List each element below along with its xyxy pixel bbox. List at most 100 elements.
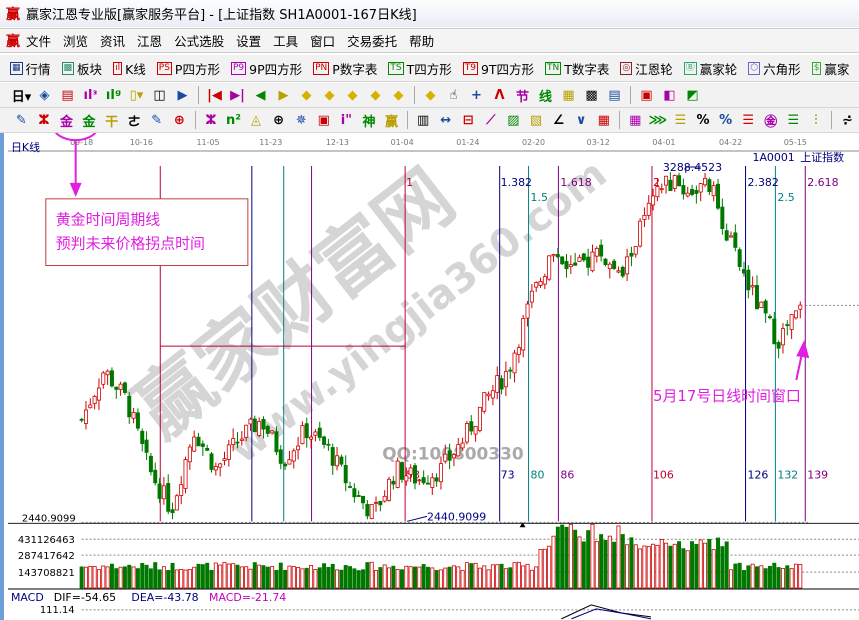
toolbar2-icon-2[interactable]: ▤: [61, 87, 74, 103]
toolbar-button-6[interactable]: TS T四方形: [388, 59, 452, 78]
toolbar3-icon-6[interactable]: ✎: [151, 112, 163, 128]
toolbar2-icon-9[interactable]: ▶|: [230, 87, 245, 103]
menu-item-2[interactable]: 资讯: [100, 34, 126, 49]
menu-item-8[interactable]: 交易委托: [347, 34, 398, 49]
toolbar-button-10[interactable]: Ⓑ 赢家轮: [683, 59, 737, 78]
toolbar-button-5[interactable]: PN P数字表: [313, 59, 377, 78]
toolbar-button-0[interactable]: ▦ 行情: [10, 59, 51, 78]
toolbar3-icon-4[interactable]: 干: [105, 114, 119, 130]
toolbar3-icon-15[interactable]: 神: [362, 114, 376, 130]
toolbar3-icon-19[interactable]: ⊟: [462, 112, 474, 128]
toolbar3-icon-26[interactable]: ▦: [629, 112, 642, 128]
toolbar2-icon-17[interactable]: ◆: [425, 87, 436, 103]
toolbar-button-11[interactable]: ⬡ 六角形: [748, 59, 801, 78]
toolbar2-icon-27[interactable]: ◧: [663, 87, 676, 103]
toolbar-button-3[interactable]: PS P四方形: [156, 59, 220, 78]
menu-item-1[interactable]: 浏览: [63, 34, 89, 49]
toolbar3-icon-16[interactable]: 赢: [385, 114, 399, 130]
toolbar3-icon-10[interactable]: ◬: [251, 112, 262, 128]
candle: [581, 253, 586, 261]
toolbar2-icon-1[interactable]: ◈: [39, 87, 50, 103]
toolbar2-icon-3[interactable]: ılᵌ: [83, 87, 98, 103]
candle: [83, 409, 88, 424]
toolbar3-icon-35[interactable]: ⩫: [842, 112, 853, 128]
toolbar3-icon-30[interactable]: %: [719, 112, 733, 128]
toolbar3-icon-22[interactable]: ▧: [529, 112, 543, 128]
arrow-head-icon: [69, 182, 82, 197]
toolbar3-icon-1[interactable]: ⵣ: [38, 112, 50, 128]
toolbar3-icon-24[interactable]: ∨: [575, 112, 587, 128]
toolbar3-icon-9[interactable]: n²: [226, 112, 241, 128]
toolbar2-icon-23[interactable]: ▦: [562, 87, 575, 103]
candle: [555, 254, 560, 258]
toolbar3-icon-20[interactable]: ⟋: [486, 112, 496, 128]
toolbar3-icon-0[interactable]: ✎: [15, 112, 27, 128]
toolbar3-icon-27[interactable]: ⋙: [648, 112, 668, 128]
menu-item-7[interactable]: 窗口: [310, 34, 336, 49]
toolbar-button-2[interactable]: ıl K线: [113, 59, 146, 78]
toolbar3-icon-34[interactable]: ⫶: [814, 112, 818, 128]
toolbar3-icon-13[interactable]: ▣: [317, 112, 330, 128]
toolbar2-icon-22[interactable]: 线: [538, 89, 552, 105]
volume-bar: [703, 542, 708, 589]
kline-chart[interactable]: 09-18 10-16 11-05 11-23 12-13 01-04 01-24 02-20…: [0, 133, 859, 620]
toolbar-button-12[interactable]: $ 赢家: [811, 59, 849, 78]
toolbar3-icon-29[interactable]: %: [696, 112, 710, 128]
candle: [322, 436, 327, 445]
toolbar3-icon-25[interactable]: ▦: [597, 112, 610, 128]
toolbar-button-1[interactable]: ▩ 板块: [61, 59, 102, 78]
toolbar3-icon-33[interactable]: ☰: [787, 112, 800, 128]
toolbar2-icon-14[interactable]: ◆: [347, 87, 358, 103]
toolbar3-icon-3[interactable]: 金: [82, 114, 96, 130]
toolbar-button-8[interactable]: TN T数字表: [545, 59, 609, 78]
toolbar2-icon-25[interactable]: ▤: [608, 87, 621, 103]
toolbar-button-7[interactable]: T9 9T四方形: [462, 59, 534, 78]
toolbar2-icon-21[interactable]: 节: [515, 89, 529, 105]
toolbar2-icon-11[interactable]: ▶: [278, 87, 289, 103]
toolbar3-icon-18[interactable]: ↔: [440, 112, 452, 128]
menu-item-9[interactable]: 帮助: [409, 34, 435, 49]
toolbar3-icon-11[interactable]: ⊕: [273, 112, 285, 128]
toolbar3-icon-7[interactable]: ⊕: [173, 112, 185, 128]
toolbar3-icon-32[interactable]: ㊎: [764, 114, 778, 130]
toolbar2-icon-20[interactable]: ᐱ: [494, 87, 505, 103]
toolbar3-icon-23[interactable]: ∠: [552, 112, 565, 128]
toolbar2-icon-18[interactable]: ☝: [449, 87, 458, 103]
toolbar-button-4[interactable]: P9 9P四方形: [230, 59, 302, 78]
menu-item-5[interactable]: 设置: [236, 34, 262, 49]
toolbar2-icon-6[interactable]: ◫: [153, 87, 166, 103]
toolbar3-icon-17[interactable]: ▥: [416, 112, 430, 128]
toolbar2-icon-19[interactable]: +: [471, 87, 482, 103]
toolbar3-icon-8[interactable]: ⵣ: [205, 112, 217, 128]
toolbar2-icon-0[interactable]: 日▾: [11, 89, 32, 105]
toolbar2-icon-28[interactable]: ◩: [686, 87, 699, 103]
toolbar2-icon-16[interactable]: ◆: [393, 87, 404, 103]
toolbar2-icon-10[interactable]: ◀: [255, 87, 266, 103]
toolbar2-icon-8[interactable]: |◀: [207, 87, 222, 103]
toolbar2-icon-7[interactable]: ▶: [177, 87, 188, 103]
toolbar2-icon-5[interactable]: ▯▾: [129, 87, 144, 103]
toolbar3-icon-12[interactable]: ✵: [295, 112, 307, 128]
toolbar-button-9[interactable]: ◎ 江恩轮: [620, 59, 673, 78]
toolbar2-icon-26[interactable]: ▣: [640, 87, 653, 103]
toolbar3-icon-31[interactable]: ☰: [742, 112, 754, 128]
candle: [291, 450, 296, 462]
menu-item-3[interactable]: 江恩: [137, 34, 163, 49]
menu-item-6[interactable]: 工具: [273, 34, 299, 49]
toolbar2-icon-13[interactable]: ◆: [324, 87, 335, 103]
toolbar3-icon-28[interactable]: ☰: [674, 112, 687, 128]
menu-item-4[interactable]: 公式选股: [174, 34, 225, 49]
toolbar2-icon-12[interactable]: ◆: [301, 87, 312, 103]
candle: [729, 235, 733, 238]
toolbar2-icon-24[interactable]: ▩: [585, 87, 598, 103]
toolbar3-icon-14[interactable]: ⅰ": [340, 112, 352, 128]
toolbar2-icon-15[interactable]: ◆: [370, 87, 381, 103]
volume-bar: [170, 562, 175, 589]
toolbar3-icon-5[interactable]: ㄜ: [127, 114, 141, 130]
menu-item-0[interactable]: 文件: [26, 34, 52, 49]
toolbar3-icon-2[interactable]: 金: [59, 114, 73, 130]
toolbar2-icon-4[interactable]: ılᶢ: [105, 87, 122, 103]
volume-tick: 431126463: [18, 535, 75, 546]
volume-bar: [278, 562, 283, 589]
toolbar3-icon-21[interactable]: ▨: [507, 112, 520, 128]
